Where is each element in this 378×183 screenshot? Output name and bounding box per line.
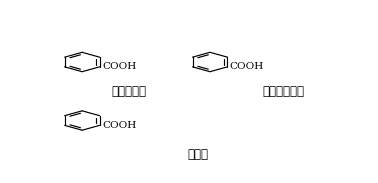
Text: COOH: COOH (230, 62, 264, 71)
Text: 氢化白果亚酸: 氢化白果亚酸 (263, 85, 305, 98)
Text: COOH: COOH (102, 121, 136, 130)
Text: COOH: COOH (102, 62, 136, 71)
Text: 白果酸: 白果酸 (188, 148, 209, 161)
Text: 氢化白果酸: 氢化白果酸 (111, 85, 146, 98)
